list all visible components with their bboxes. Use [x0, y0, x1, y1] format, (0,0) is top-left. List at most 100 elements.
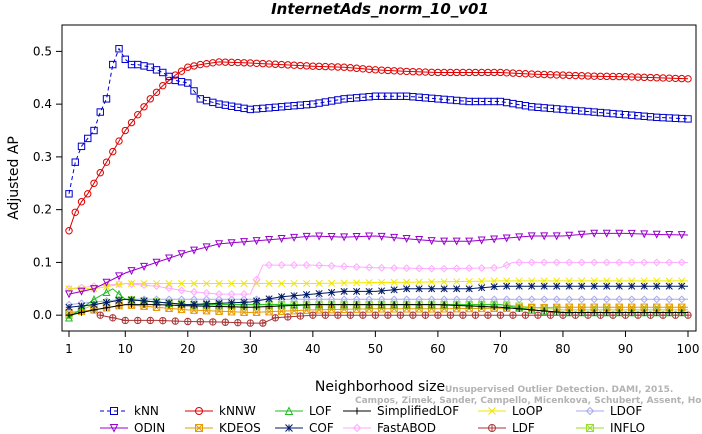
data-point [665, 295, 674, 304]
x-tick-label: 20 [180, 342, 195, 356]
data-point [628, 282, 636, 290]
y-tick-label: 0.5 [33, 44, 52, 58]
data-point [390, 233, 399, 242]
data-point [577, 230, 586, 239]
data-point [453, 302, 460, 309]
data-point [490, 235, 499, 244]
data-point [378, 301, 385, 308]
data-point [477, 295, 486, 304]
data-point [428, 285, 436, 293]
data-point [415, 264, 424, 273]
data-point [84, 134, 92, 143]
data-point [652, 258, 661, 267]
data-point [553, 282, 561, 290]
data-point [140, 103, 148, 111]
data-point [195, 407, 203, 415]
data-point [296, 312, 305, 320]
data-point [315, 301, 323, 308]
data-point [340, 279, 348, 287]
x-tick-label: 10 [118, 342, 133, 356]
data-point [546, 311, 555, 319]
data-point [203, 300, 211, 308]
data-point [228, 299, 236, 307]
data-point [540, 232, 549, 241]
data-point [159, 316, 167, 325]
data-point [590, 295, 599, 304]
data-point [303, 301, 310, 309]
data-point [627, 295, 636, 304]
data-point [515, 305, 523, 313]
data-point [434, 311, 442, 319]
data-point [334, 311, 342, 319]
data-point [590, 258, 599, 267]
data-point [265, 236, 274, 245]
data-point [502, 261, 511, 269]
data-point [527, 232, 536, 241]
data-point [71, 208, 79, 216]
data-point [353, 407, 361, 415]
data-point [64, 290, 74, 299]
data-point [577, 295, 586, 304]
data-point [640, 295, 649, 304]
data-point [465, 264, 474, 273]
data-point [684, 115, 692, 123]
series-fastabod [65, 258, 688, 298]
data-point [591, 309, 598, 316]
legend-item-inflo: INFLO [576, 421, 645, 434]
legend-label: LoOP [512, 404, 543, 418]
data-point [540, 295, 549, 304]
data-point [578, 309, 585, 316]
data-point [515, 233, 524, 242]
legend-label: COF [309, 421, 334, 434]
data-point [340, 287, 348, 295]
data-point [215, 279, 223, 288]
data-point [521, 311, 530, 319]
data-point [452, 264, 461, 273]
watermark-line-1: Unsupervised Outlier Detection. DAMI, 20… [445, 385, 673, 395]
data-point [452, 237, 461, 246]
data-point [115, 272, 124, 281]
data-point [77, 142, 86, 151]
data-point [484, 311, 492, 319]
data-point [353, 279, 361, 287]
data-point [234, 318, 242, 327]
data-point [102, 158, 111, 166]
legend-item-ldof: LDOF [576, 404, 642, 418]
data-point [184, 79, 192, 87]
x-tick-label: 100 [677, 342, 700, 356]
data-point [265, 261, 273, 269]
data-point [628, 277, 636, 285]
data-point [577, 258, 586, 267]
data-point [502, 234, 511, 243]
data-point [64, 313, 74, 322]
data-point [65, 284, 73, 293]
data-point [165, 279, 173, 288]
data-point [121, 55, 129, 63]
x-axis-label: Neighborhood size [315, 379, 445, 395]
data-point [465, 277, 473, 285]
legend-label: FastABOD [377, 421, 436, 434]
data-point [290, 261, 298, 269]
data-point [171, 317, 179, 325]
data-point [540, 307, 548, 315]
data-point [653, 282, 661, 290]
data-point [65, 311, 73, 319]
data-point [465, 295, 474, 304]
data-point [440, 264, 449, 273]
data-point [277, 261, 286, 269]
data-point [553, 277, 561, 285]
data-point [640, 258, 649, 267]
data-point [552, 232, 561, 241]
data-point [465, 237, 474, 246]
data-point [552, 295, 561, 304]
data-point [65, 190, 73, 198]
legend-label: kNNW [219, 404, 256, 418]
data-point [109, 147, 117, 156]
data-point [665, 258, 674, 267]
data-point [177, 300, 186, 308]
data-point [302, 261, 311, 269]
data-point [365, 263, 374, 272]
data-point [328, 279, 336, 287]
data-point [653, 277, 661, 285]
data-point [121, 316, 129, 325]
